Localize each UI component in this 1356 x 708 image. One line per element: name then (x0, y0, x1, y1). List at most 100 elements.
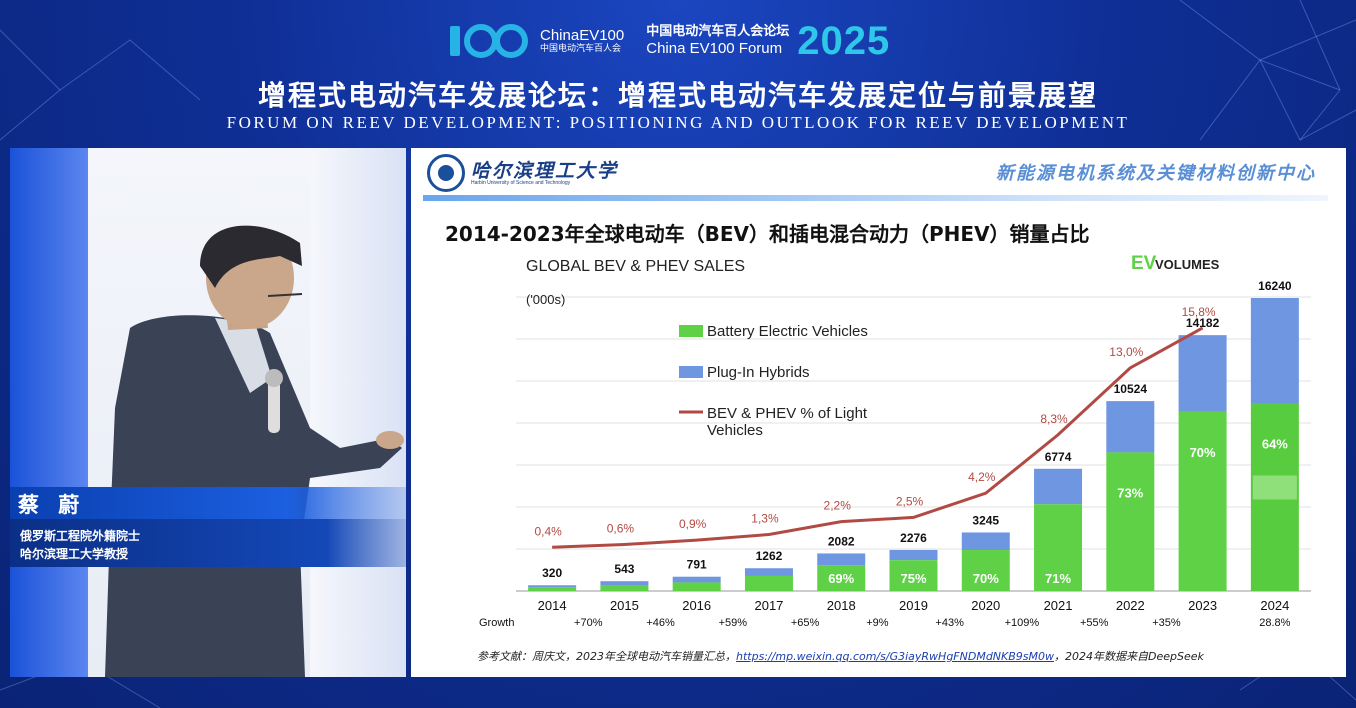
header-divider (423, 195, 1328, 201)
share-label-2016: 0,9% (679, 517, 707, 531)
bev-share-label-2019: 75% (900, 571, 926, 586)
logo-brand-cn: 中国电动汽车百人会 (540, 44, 622, 55)
total-label-2014: 320 (542, 566, 562, 580)
stage-backdrop (10, 148, 88, 677)
university-name-en: Harbin University of Science and Technol… (471, 180, 571, 186)
bev-share-label-2024: 64% (1262, 436, 1288, 451)
unit-label: ('000s) (526, 292, 565, 307)
growth-value-2018: +65% (791, 617, 820, 629)
legend-label-share-line2: Vehicles (707, 422, 763, 439)
bar-bev-2016 (672, 582, 721, 591)
speaker-figure (105, 225, 404, 677)
speaker-nameplate (10, 487, 406, 519)
share-label-2015: 0,6% (607, 521, 635, 535)
university-emblem-icon (427, 154, 465, 192)
bar-phev-2022 (1106, 401, 1155, 453)
growth-value-2019: +9% (866, 617, 889, 629)
bar-bev-2021 (1034, 504, 1083, 591)
share-label-bg-2024 (1252, 475, 1297, 500)
bev-share-label-2023: 70% (1190, 445, 1216, 460)
legend-swatch-bev (679, 325, 703, 337)
x-tick-2014: 2014 (538, 598, 567, 613)
bar-phev-2014 (528, 585, 577, 588)
session-title-en: FORUM ON REEV DEVELOPMENT: POSITIONING A… (226, 113, 1130, 132)
bar-bev-2017 (744, 575, 793, 591)
forum-name-en: China EV100 Forum (646, 39, 783, 57)
growth-value-2022: +55% (1080, 617, 1109, 629)
forum-year: 2025 (797, 18, 891, 63)
university-name: 哈尔滨理工大学 (471, 160, 619, 182)
bev-share-label-2022: 73% (1117, 485, 1143, 500)
session-title-cn: 增程式电动汽车发展论坛：增程式电动汽车发展定位与前景展望 (257, 79, 1098, 112)
source-citation: 参考文献：周庆文，2023年全球电动汽车销量汇总，https://mp.weix… (477, 648, 1204, 664)
x-tick-2015: 2015 (610, 598, 639, 613)
growth-value-2015: +70% (574, 617, 603, 629)
share-label-2018: 2,2% (824, 499, 852, 513)
x-tick-2023: 2023 (1188, 598, 1217, 613)
bar-bev-2023 (1178, 411, 1227, 591)
share-label-2020: 4,2% (968, 470, 996, 484)
total-label-2018: 2082 (828, 534, 855, 548)
event-logo: ChinaEV100 中国电动汽车百人会 中国电动汽车百人会论坛 China E… (450, 18, 891, 63)
source-link[interactable]: https://mp.weixin.qq.com/s/G3iayRwHgFNDM… (736, 650, 1055, 663)
growth-value-2024: 28.8% (1259, 617, 1290, 629)
growth-value-2020: +43% (935, 617, 964, 629)
share-label-2014: 0,4% (534, 524, 562, 538)
total-label-2024: 16240 (1258, 279, 1292, 293)
bar-phev-2021 (1034, 468, 1083, 505)
total-label-2017: 1262 (756, 549, 783, 563)
legend-swatch-phev (679, 366, 703, 378)
growth-value-2023: +35% (1152, 617, 1181, 629)
logo-brand: ChinaEV100 (540, 27, 625, 45)
bev-share-label-2021: 71% (1045, 571, 1071, 586)
bar-phev-2023 (1178, 335, 1227, 412)
growth-value-2016: +46% (646, 617, 675, 629)
share-label-2023: 15,8% (1182, 305, 1216, 319)
bar-bev-2015 (600, 585, 649, 591)
speaker-name: 蔡 蔚 (18, 493, 86, 517)
bar-phev-2018 (817, 553, 866, 566)
growth-label: Growth (479, 617, 514, 629)
bar-phev-2024 (1250, 298, 1299, 404)
x-tick-2017: 2017 (754, 598, 783, 613)
share-label-2019: 2,5% (896, 494, 924, 508)
source-suffix: ，2024年数据来自DeepSeek (1054, 650, 1204, 663)
bar-bev-2020 (961, 550, 1010, 591)
bar-phev-2017 (744, 568, 793, 576)
bev-share-label-2020: 70% (973, 571, 999, 586)
ev100-logo-icon (450, 22, 536, 60)
bar-bev-2018 (817, 565, 866, 591)
x-tick-2018: 2018 (827, 598, 856, 613)
brand-volumes: VOLUMES (1155, 257, 1220, 272)
forum-name-cn: 中国电动汽车百人会论坛 (646, 23, 790, 39)
bar-phev-2019 (889, 549, 938, 561)
total-label-2015: 543 (614, 562, 634, 576)
bev-share-label-2018: 69% (828, 571, 854, 586)
share-label-2022: 13,0% (1109, 345, 1143, 359)
total-label-2016: 791 (687, 558, 707, 572)
x-tick-2021: 2021 (1044, 598, 1073, 613)
total-label-2023: 14182 (1186, 316, 1220, 330)
bar-bev-2014 (528, 587, 577, 591)
legend-label-share-line1: BEV & PHEV % of Light (707, 405, 868, 422)
share-label-2017: 1,3% (751, 511, 779, 525)
bar-phev-2015 (600, 581, 649, 586)
total-label-2022: 10524 (1114, 382, 1148, 396)
bar-bev-2019 (889, 560, 938, 591)
x-tick-2016: 2016 (682, 598, 711, 613)
x-tick-2024: 2024 (1260, 598, 1289, 613)
legend-label-bev: Battery Electric Vehicles (707, 323, 868, 340)
innovation-center-name: 新能源电机系统及关键材料创新中心 (996, 163, 1316, 184)
total-label-2019: 2276 (900, 531, 927, 545)
growth-value-2017: +59% (719, 617, 748, 629)
speaker-video (10, 148, 406, 677)
slide-heading: 2014-2023年全球电动车（BEV）和插电混合动力（PHEV）销量占比 (445, 222, 1090, 246)
total-label-2021: 6774 (1045, 450, 1072, 464)
legend-label-phev: Plug-In Hybrids (707, 364, 810, 381)
total-label-2020: 3245 (972, 513, 999, 527)
speaker-title-2: 哈尔滨理工大学教授 (20, 547, 129, 561)
x-tick-2022: 2022 (1116, 598, 1145, 613)
bar-phev-2020 (961, 532, 1010, 551)
bar-phev-2016 (672, 576, 721, 583)
